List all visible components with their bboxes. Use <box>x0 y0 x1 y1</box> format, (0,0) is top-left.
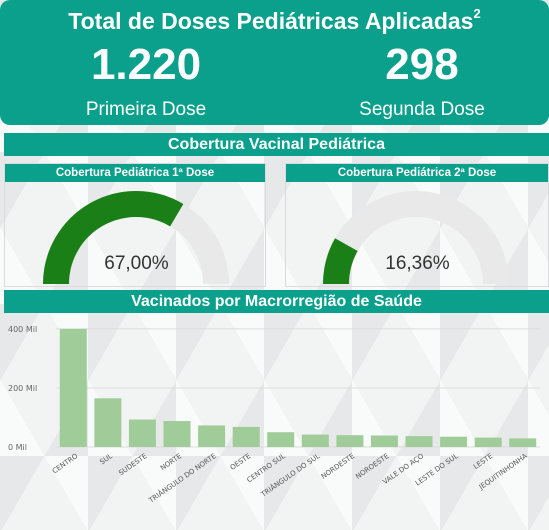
bar-nordeste[interactable] <box>336 435 364 447</box>
macro-bar-chart: 0 Mil 200 Mil 400 Mil CENTRO SUL SUDESTE NORTE… <box>8 325 540 505</box>
x-category-label: CENTRO <box>51 452 80 476</box>
bar-triângulo-do-sul[interactable] <box>301 434 329 447</box>
x-category-label: LESTE <box>472 452 494 471</box>
second-dose-value: 298 <box>385 40 459 89</box>
y-tick-label: 0 Mil <box>8 443 27 452</box>
bar-leste-do-sul[interactable] <box>440 436 468 447</box>
title-superscript: 2 <box>473 6 481 21</box>
coverage-first-dose-value: 67,00% <box>104 253 169 274</box>
bar-jequitinhonha[interactable] <box>509 438 537 447</box>
bar-leste[interactable] <box>474 437 502 447</box>
coverage-second-dose-value: 16,36% <box>385 253 450 274</box>
gauge-1-fill <box>43 191 184 285</box>
first-dose-value: 1.220 <box>90 40 202 89</box>
y-tick-label: 400 Mil <box>8 325 37 334</box>
bar-sudeste[interactable] <box>128 419 156 448</box>
coverage-first-dose-panel: Cobertura Pediátrica 1ª Dose <box>4 163 266 287</box>
bar-sul[interactable] <box>94 398 122 447</box>
x-category-label: SUL <box>98 452 114 466</box>
coverage-first-dose-title: Cobertura Pediátrica 1ª Dose <box>5 164 265 182</box>
bar-noroeste[interactable] <box>370 435 398 448</box>
bar-triângulo-do-norte[interactable] <box>198 425 226 447</box>
bar-oeste[interactable] <box>232 426 260 447</box>
bar-centro[interactable] <box>59 328 87 447</box>
x-category-label: NORDESTE <box>320 452 356 481</box>
gauges-layer <box>43 191 358 285</box>
first-dose-label: Primeira Dose <box>85 99 207 120</box>
x-category-label: OESTE <box>229 452 252 472</box>
coverage-second-dose-title: Cobertura Pediátrica 2ª Dose <box>286 164 548 182</box>
total-doses-card: Total de Doses Pediátricas Aplicadas2 1.… <box>0 0 549 125</box>
total-doses-title-text: Total de Doses Pediátricas Aplicadas <box>68 8 474 34</box>
x-category-label: TRIÂNGULO DO SUL <box>258 451 321 499</box>
total-doses-title: Total de Doses Pediátricas Aplicadas2 <box>0 6 549 35</box>
bar-vale-do-aço[interactable] <box>405 436 433 447</box>
bar-centro-sul[interactable] <box>267 432 295 447</box>
bar-norte[interactable] <box>163 421 191 447</box>
y-tick-label: 200 Mil <box>8 384 37 393</box>
x-category-label: SUDESTE <box>117 452 148 477</box>
gauge-2-fill <box>323 238 358 285</box>
x-category-label: NORTE <box>159 452 183 472</box>
macro-section-title: Vacinados por Macrorregião de Saúde <box>4 290 549 313</box>
coverage-second-dose-panel: Cobertura Pediátrica 2ª Dose <box>285 163 549 287</box>
coverage-section-title: Cobertura Vacinal Pediátrica <box>4 133 549 156</box>
second-dose-label: Segunda Dose <box>359 99 485 120</box>
